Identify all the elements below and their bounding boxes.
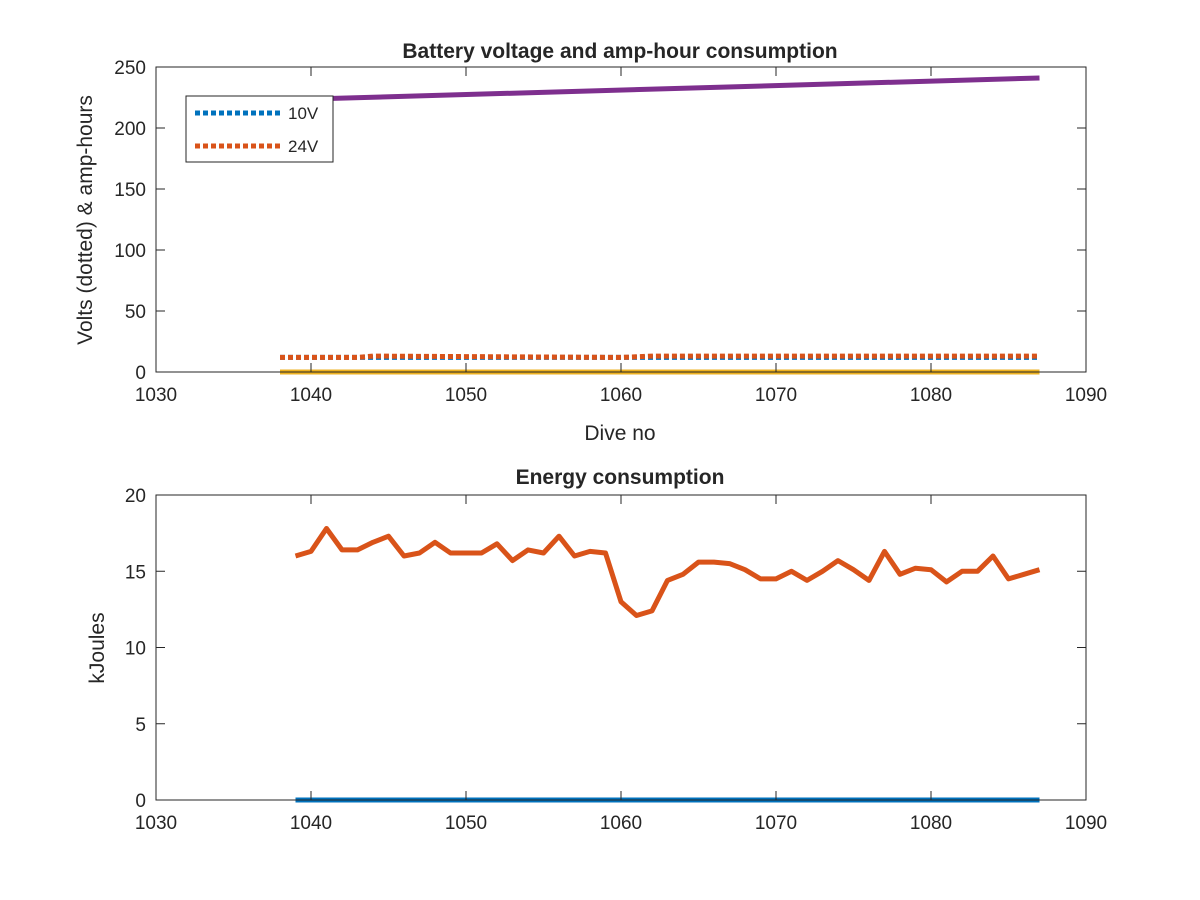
- legend-label-24v: 24V: [288, 137, 319, 156]
- energy-y-tick-label: 10: [125, 639, 146, 660]
- voltage-y-tick-label: 100: [114, 241, 146, 262]
- energy-axes: Energy consumption 1030 1040 1050 1060 1070 1…: [86, 466, 1107, 834]
- legend-label-10v: 10V: [288, 104, 319, 123]
- voltage-axes: Battery voltage and amp-hour consumption…: [74, 40, 1107, 445]
- voltage-x-tick-label: 1080: [910, 385, 952, 406]
- voltage-y-ticks: 0 50 100 150 200 250: [114, 58, 1086, 384]
- voltage-x-tick-label: 1070: [755, 385, 797, 406]
- voltage-x-tick-label: 1060: [600, 385, 642, 406]
- energy-series-line-1: [294, 526, 1041, 618]
- energy-chart-title: Energy consumption: [516, 466, 725, 489]
- energy-y-tick-label: 15: [125, 562, 146, 583]
- energy-series-group: [294, 526, 1041, 803]
- energy-x-tick-label: 1050: [445, 813, 487, 834]
- voltage-x-tick-label: 1040: [290, 385, 332, 406]
- energy-y-axis-label: kJoules: [86, 612, 109, 683]
- voltage-y-tick-label: 250: [114, 58, 146, 79]
- voltage-x-tick-label: 1030: [135, 385, 177, 406]
- energy-y-ticks: 0 5 10 15 20: [125, 486, 1086, 812]
- voltage-y-tick-label: 200: [114, 119, 146, 140]
- voltage-x-axis-label: Dive no: [584, 422, 655, 445]
- voltage-x-tick-label: 1090: [1065, 385, 1107, 406]
- voltage-series-group: [279, 75, 1040, 375]
- energy-x-tick-label: 1040: [290, 813, 332, 834]
- legend-box: [185, 95, 334, 163]
- energy-x-tick-label: 1060: [600, 813, 642, 834]
- voltage-y-axis-label: Volts (dotted) & amp-hours: [74, 95, 97, 345]
- energy-axes-box: [155, 494, 1087, 801]
- voltage-series-line-3: [279, 75, 1040, 103]
- voltage-x-ticks: 1030 1040 1050 1060 1070 1080 1090: [135, 67, 1107, 406]
- voltage-y-tick-label: 150: [114, 180, 146, 201]
- voltage-x-tick-label: 1050: [445, 385, 487, 406]
- energy-y-tick-label: 5: [135, 715, 146, 736]
- energy-y-tick-label: 0: [135, 791, 146, 812]
- voltage-chart-title: Battery voltage and amp-hour consumption: [402, 40, 837, 63]
- energy-x-tick-label: 1070: [755, 813, 797, 834]
- voltage-legend: 10V 24V: [185, 95, 334, 163]
- energy-x-tick-label: 1080: [910, 813, 952, 834]
- voltage-y-tick-label: 0: [135, 363, 146, 384]
- voltage-series-line-1: [280, 353, 1040, 360]
- energy-y-tick-label: 20: [125, 486, 146, 507]
- energy-x-ticks: 1030 1040 1050 1060 1070 1080 1090: [135, 495, 1107, 834]
- energy-x-tick-label: 1090: [1065, 813, 1107, 834]
- energy-x-tick-label: 1030: [135, 813, 177, 834]
- voltage-y-tick-label: 50: [125, 302, 146, 323]
